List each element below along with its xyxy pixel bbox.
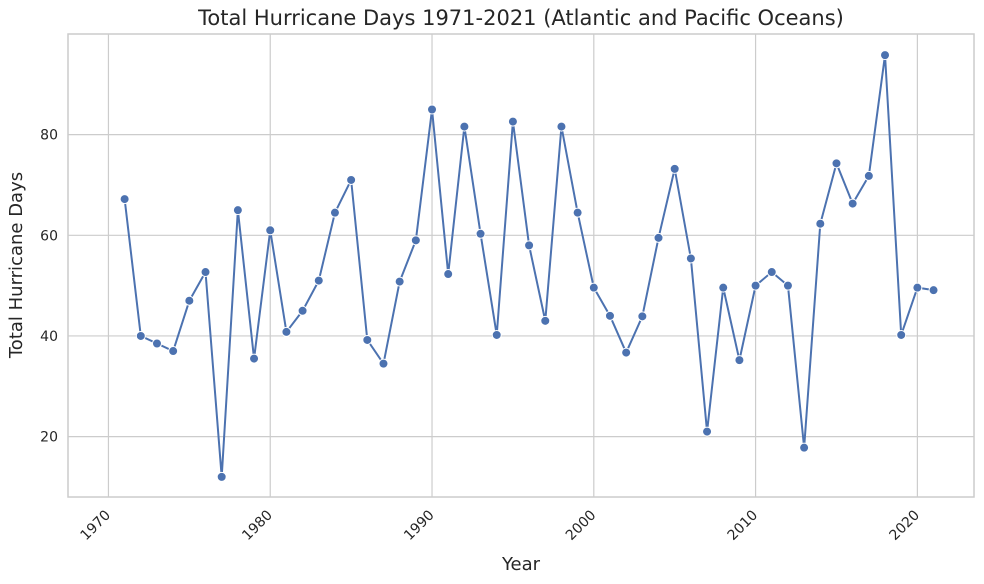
data-point-2012 bbox=[782, 280, 793, 291]
data-point-1984 bbox=[329, 207, 340, 218]
y-tick-labels: 20 40 60 80 bbox=[40, 128, 58, 446]
data-point-1978 bbox=[232, 205, 243, 216]
y-tick-label-80: 80 bbox=[40, 128, 58, 144]
data-point-2000 bbox=[588, 282, 599, 293]
data-point-1987 bbox=[378, 358, 389, 369]
y-tick-label-40: 40 bbox=[40, 329, 58, 345]
data-point-2004 bbox=[653, 232, 664, 243]
data-point-2003 bbox=[637, 311, 648, 322]
data-point-1975 bbox=[184, 295, 195, 306]
data-point-1985 bbox=[346, 174, 357, 185]
data-point-2017 bbox=[863, 170, 874, 181]
data-point-2021 bbox=[928, 285, 939, 296]
data-point-1971 bbox=[119, 194, 130, 205]
data-point-2002 bbox=[621, 347, 632, 358]
data-point-1980 bbox=[265, 225, 276, 236]
data-point-2015 bbox=[831, 158, 842, 169]
data-point-1979 bbox=[249, 353, 260, 364]
data-point-2005 bbox=[669, 163, 680, 174]
data-point-1972 bbox=[135, 330, 146, 341]
chart-title: Total Hurricane Days 1971-2021 (Atlantic… bbox=[197, 6, 844, 30]
data-point-1974 bbox=[168, 346, 179, 357]
data-point-1982 bbox=[297, 305, 308, 316]
data-point-1995 bbox=[507, 116, 518, 127]
data-point-1986 bbox=[362, 334, 373, 345]
data-point-2006 bbox=[685, 253, 696, 264]
data-point-2011 bbox=[766, 267, 777, 278]
data-point-1990 bbox=[427, 104, 438, 115]
data-point-1994 bbox=[491, 329, 502, 340]
data-point-1999 bbox=[572, 207, 583, 218]
data-point-1989 bbox=[410, 235, 421, 246]
data-point-2008 bbox=[718, 282, 729, 293]
data-point-2001 bbox=[604, 310, 615, 321]
x-tick-label-2000: 2000 bbox=[563, 507, 600, 544]
x-tick-label-2010: 2010 bbox=[725, 507, 762, 544]
data-point-1988 bbox=[394, 276, 405, 287]
data-point-2009 bbox=[734, 355, 745, 366]
x-tick-label-1970: 1970 bbox=[78, 507, 115, 544]
data-point-2010 bbox=[750, 280, 761, 291]
x-axis-title: Year bbox=[501, 554, 541, 575]
x-tick-labels: 1970 1980 1990 2000 2010 2020 bbox=[78, 507, 923, 544]
data-point-2014 bbox=[815, 218, 826, 229]
data-point-1983 bbox=[313, 275, 324, 286]
data-point-1991 bbox=[443, 269, 454, 280]
data-point-2018 bbox=[880, 50, 891, 61]
data-point-1977 bbox=[216, 471, 227, 482]
x-tick-label-1980: 1980 bbox=[239, 507, 276, 544]
data-point-1998 bbox=[556, 121, 567, 132]
data-point-2019 bbox=[896, 329, 907, 340]
y-tick-label-20: 20 bbox=[40, 430, 58, 446]
plot-area bbox=[67, 33, 975, 498]
data-point-2016 bbox=[847, 198, 858, 209]
data-point-1973 bbox=[151, 338, 162, 349]
data-point-1997 bbox=[540, 315, 551, 326]
data-point-2013 bbox=[799, 442, 810, 453]
x-tick-label-1990: 1990 bbox=[401, 507, 438, 544]
data-point-1993 bbox=[475, 228, 486, 239]
y-tick-label-60: 60 bbox=[40, 228, 58, 244]
data-point-1996 bbox=[524, 240, 535, 251]
data-point-1992 bbox=[459, 121, 470, 132]
data-point-1981 bbox=[281, 326, 292, 337]
x-tick-label-2020: 2020 bbox=[886, 507, 923, 544]
data-point-2020 bbox=[912, 282, 923, 293]
y-axis-title: Total Hurricane Days bbox=[6, 172, 27, 359]
series-hurricane-days bbox=[119, 50, 939, 482]
data-point-1976 bbox=[200, 267, 211, 278]
data-point-2007 bbox=[702, 426, 713, 437]
